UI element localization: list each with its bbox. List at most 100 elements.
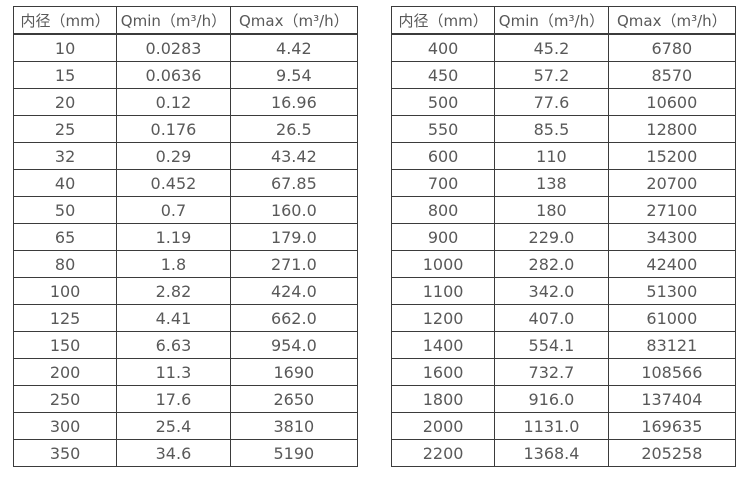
table-row: 1000 282.0 42400 — [390, 250, 737, 278]
table-cell: 179.0 — [229, 223, 359, 251]
table-cell: 83121 — [607, 331, 737, 359]
column-header-qmin: Qmin（m³/h） — [116, 6, 231, 35]
table-cell: 1.19 — [116, 223, 231, 251]
table-cell: 350 — [12, 439, 118, 467]
table-cell: 900 — [390, 223, 496, 251]
table-cell: 2650 — [229, 385, 359, 413]
table-cell: 205258 — [607, 439, 737, 467]
table-cell: 282.0 — [494, 250, 609, 278]
table-row: 800 180 27100 — [390, 196, 737, 224]
table-cell: 32 — [12, 142, 118, 170]
table-row: 900 229.0 34300 — [390, 223, 737, 251]
table-row: 1600 732.7 108566 — [390, 358, 737, 386]
table-cell: 300 — [12, 412, 118, 440]
table-row: 600 110 15200 — [390, 142, 737, 170]
table-cell: 450 — [390, 61, 496, 89]
table-cell: 0.452 — [116, 169, 231, 197]
table-cell: 137404 — [607, 385, 737, 413]
table-cell: 424.0 — [229, 277, 359, 305]
table-cell: 0.29 — [116, 142, 231, 170]
table-cell: 554.1 — [494, 331, 609, 359]
table-row: 550 85.5 12800 — [390, 115, 737, 143]
table-row: 1800 916.0 137404 — [390, 385, 737, 413]
table-cell: 700 — [390, 169, 496, 197]
table-cell: 150 — [12, 331, 118, 359]
table-row: 700 138 20700 — [390, 169, 737, 197]
table-cell: 6780 — [607, 33, 737, 62]
table-cell: 100 — [12, 277, 118, 305]
table-cell: 10600 — [607, 88, 737, 116]
table-row: 350 34.6 5190 — [12, 439, 359, 467]
table-cell: 2.82 — [116, 277, 231, 305]
table-cell: 4.41 — [116, 304, 231, 332]
table-cell: 271.0 — [229, 250, 359, 278]
table-cell: 6.63 — [116, 331, 231, 359]
table-cell: 2200 — [390, 439, 496, 467]
table-cell: 4.42 — [229, 33, 359, 62]
flow-spec-table-small-diameters: 内径（mm） Qmin（m³/h） Qmax（m³/h） 10 0.0283 4.4… — [12, 6, 359, 467]
header-row: 内径（mm） Qmin（m³/h） Qmax（m³/h） — [12, 6, 359, 35]
table-row: 10 0.0283 4.42 — [12, 33, 359, 62]
table-cell: 800 — [390, 196, 496, 224]
table-cell: 1400 — [390, 331, 496, 359]
table-cell: 550 — [390, 115, 496, 143]
table-row: 25 0.176 26.5 — [12, 115, 359, 143]
column-header-inner-diameter: 内径（mm） — [12, 6, 118, 35]
table-cell: 61000 — [607, 304, 737, 332]
table-row: 250 17.6 2650 — [12, 385, 359, 413]
table-cell: 5190 — [229, 439, 359, 467]
table-cell: 342.0 — [494, 277, 609, 305]
table-cell: 1100 — [390, 277, 496, 305]
table-row: 80 1.8 271.0 — [12, 250, 359, 278]
table-cell: 180 — [494, 196, 609, 224]
table-cell: 45.2 — [494, 33, 609, 62]
table-cell: 57.2 — [494, 61, 609, 89]
table-row: 450 57.2 8570 — [390, 61, 737, 89]
table-cell: 1800 — [390, 385, 496, 413]
table-cell: 1690 — [229, 358, 359, 386]
table-row: 125 4.41 662.0 — [12, 304, 359, 332]
table-cell: 1200 — [390, 304, 496, 332]
table-cell: 1368.4 — [494, 439, 609, 467]
table-row: 1100 342.0 51300 — [390, 277, 737, 305]
table-cell: 15200 — [607, 142, 737, 170]
table-row: 32 0.29 43.42 — [12, 142, 359, 170]
table-row: 65 1.19 179.0 — [12, 223, 359, 251]
table-cell: 20 — [12, 88, 118, 116]
table-cell: 17.6 — [116, 385, 231, 413]
table-row: 400 45.2 6780 — [390, 33, 737, 62]
column-header-qmax: Qmax（m³/h） — [229, 6, 359, 35]
table-cell: 25 — [12, 115, 118, 143]
table-cell: 407.0 — [494, 304, 609, 332]
table-row: 300 25.4 3810 — [12, 412, 359, 440]
table-body: 400 45.2 6780 450 57.2 8570 500 77.6 10600 550 85.… — [390, 33, 737, 467]
table-cell: 500 — [390, 88, 496, 116]
table-cell: 108566 — [607, 358, 737, 386]
table-cell: 2000 — [390, 412, 496, 440]
table-row: 15 0.0636 9.54 — [12, 61, 359, 89]
table-cell: 67.85 — [229, 169, 359, 197]
column-header-inner-diameter: 内径（mm） — [390, 6, 496, 35]
table-cell: 15 — [12, 61, 118, 89]
table-cell: 0.0636 — [116, 61, 231, 89]
table-cell: 43.42 — [229, 142, 359, 170]
table-cell: 0.7 — [116, 196, 231, 224]
table-row: 150 6.63 954.0 — [12, 331, 359, 359]
table-cell: 160.0 — [229, 196, 359, 224]
table-row: 2200 1368.4 205258 — [390, 439, 737, 467]
table-cell: 954.0 — [229, 331, 359, 359]
table-cell: 9.54 — [229, 61, 359, 89]
table-cell: 169635 — [607, 412, 737, 440]
table-cell: 20700 — [607, 169, 737, 197]
table-cell: 125 — [12, 304, 118, 332]
table-cell: 0.0283 — [116, 33, 231, 62]
table-cell: 200 — [12, 358, 118, 386]
table-cell: 732.7 — [494, 358, 609, 386]
table-cell: 40 — [12, 169, 118, 197]
table-cell: 110 — [494, 142, 609, 170]
table-cell: 250 — [12, 385, 118, 413]
table-cell: 65 — [12, 223, 118, 251]
table-row: 2000 1131.0 169635 — [390, 412, 737, 440]
table-row: 200 11.3 1690 — [12, 358, 359, 386]
column-header-qmax: Qmax（m³/h） — [607, 6, 737, 35]
